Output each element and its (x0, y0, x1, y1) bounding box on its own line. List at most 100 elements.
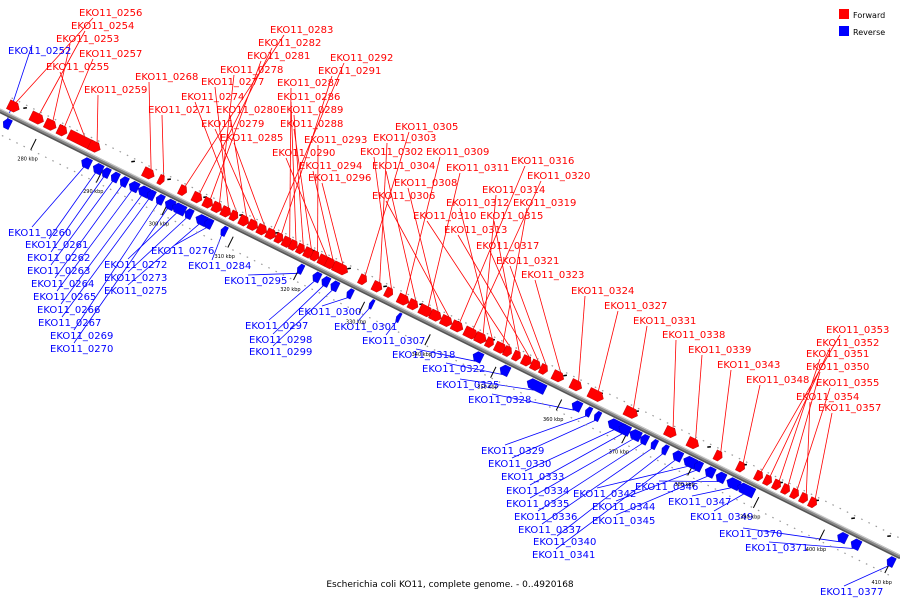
gene-id-text: EKO11_0260 (8, 228, 71, 239)
reverse-gene-arrow (672, 450, 685, 463)
gene-id-text: EKO11_0296 (308, 173, 371, 184)
reverse-gene-arrow (472, 351, 485, 364)
gene-leader-line (290, 101, 297, 242)
gene-leader-line (713, 493, 744, 512)
forward-track-guide (680, 429, 683, 431)
forward-track-guide (767, 471, 770, 474)
forward-gene-arrow (141, 166, 155, 180)
forward-track-guide (349, 265, 352, 267)
forward-gene-label: EKO11_0268 (135, 72, 198, 170)
reverse-track-guide (260, 263, 263, 266)
forward-gene-arrow (483, 336, 494, 349)
gene-leader-line (184, 34, 285, 187)
forward-gene-label: EKO11_0296 (308, 173, 371, 265)
reverse-gene-label: EKO11_0337 (518, 448, 652, 536)
reverse-track-guide (656, 459, 659, 462)
gene-leader-line (415, 348, 476, 362)
forward-track-guide (522, 350, 525, 353)
forward-gene-label: EKO11_0253 (52, 34, 119, 121)
gene-leader-line (658, 480, 719, 482)
gene-leader-line (48, 172, 96, 240)
reverse-track-guide (304, 284, 306, 287)
forward-gene-arrow (501, 345, 512, 357)
reverse-track-guide (8, 138, 11, 141)
gene-id-text: EKO11_0344 (592, 502, 655, 513)
forward-track-guide (652, 414, 655, 417)
reverse-gene-arrow (312, 271, 323, 284)
forward-track-guide (824, 500, 827, 503)
gene-leader-line (541, 448, 652, 525)
forward-track-guide (54, 118, 57, 121)
gene-id-text: EKO11_0267 (38, 318, 101, 329)
gene-leader-line (787, 371, 821, 486)
reverse-gene-arrow (395, 312, 403, 324)
gene-leader-line (843, 565, 889, 587)
gene-leader-line (598, 310, 619, 391)
reverse-track-guide (844, 552, 846, 555)
forward-gene-label: EKO11_0311 (427, 163, 509, 307)
gene-id-text: EKO11_0283 (270, 25, 333, 36)
gene-leader-line (633, 325, 648, 409)
reverse-track-guide (635, 448, 638, 451)
reverse-gene-label: EKO11_0264 (31, 185, 122, 290)
forward-track-guide (335, 257, 338, 260)
gene-id-text: EKO11_0354 (796, 392, 859, 403)
forward-gene-label: EKO11_0354 (796, 392, 859, 494)
gene-id-text: EKO11_0334 (506, 486, 569, 497)
reverse-gene-arrow (172, 202, 188, 217)
forward-gene-arrow (190, 190, 203, 204)
gene-leader-line (457, 234, 530, 357)
forward-track-guide (666, 422, 669, 424)
reverse-track-guide (376, 320, 378, 323)
forward-track-guide (846, 511, 849, 514)
gene-id-text: EKO11_0286 (277, 92, 340, 103)
forward-gene-arrow (156, 173, 165, 186)
forward-track-guide (61, 122, 64, 125)
forward-gene-arrow (798, 491, 808, 504)
reverse-track-guide (743, 502, 746, 505)
reverse-track-guide (282, 274, 285, 276)
gene-leader-line (73, 208, 168, 344)
reverse-track-guide (548, 406, 551, 408)
forward-gene-arrow (255, 222, 268, 236)
gene-leader-line (502, 207, 528, 344)
gene-leader-line (174, 227, 207, 246)
gene-id-text: EKO11_0274 (181, 92, 244, 103)
forward-track-guide (97, 140, 100, 142)
forward-track-guide (565, 372, 568, 374)
reverse-track-guide (469, 366, 472, 369)
legend-reverse-swatch (839, 26, 849, 36)
forward-gene-label: EKO11_0315 (480, 211, 543, 352)
forward-gene-label: EKO11_0282 (199, 38, 321, 194)
gene-leader-line (534, 279, 561, 373)
gene-id-text: EKO11_0256 (79, 8, 142, 19)
gene-id-text: EKO11_0342 (573, 489, 636, 500)
reverse-gene-arrow (2, 118, 13, 130)
forward-gene-label: EKO11_0304 (372, 161, 435, 301)
gene-leader-line (459, 207, 493, 339)
gene-leader-line (720, 369, 732, 452)
forward-track-guide (587, 382, 590, 385)
forward-track-guide (839, 507, 842, 510)
forward-track-guide (630, 404, 633, 406)
forward-track-guide (162, 172, 165, 175)
reverse-track-guide (37, 152, 40, 155)
forward-track-guide (551, 364, 554, 367)
forward-track-guide (781, 479, 784, 481)
forward-gene-arrow (237, 214, 250, 227)
gene-leader-line (161, 114, 165, 176)
forward-gene-arrow (287, 239, 298, 251)
gene-id-text: EKO11_0341 (532, 550, 595, 561)
gene-id-text: EKO11_0288 (280, 119, 343, 130)
reverse-track-guide (520, 391, 522, 394)
gene-leader-line (491, 393, 575, 411)
reverse-track-guide (872, 566, 875, 569)
reverse-gene-label: EKO11_0272 (104, 212, 177, 271)
forward-track-guide (853, 514, 856, 517)
forward-track-guide (832, 504, 835, 506)
reverse-track-guide (325, 295, 328, 298)
reverse-track-guide (397, 331, 400, 333)
reverse-track-guide (419, 341, 422, 344)
gene-id-text: EKO11_0297 (245, 321, 308, 332)
gene-leader-line (509, 265, 547, 366)
